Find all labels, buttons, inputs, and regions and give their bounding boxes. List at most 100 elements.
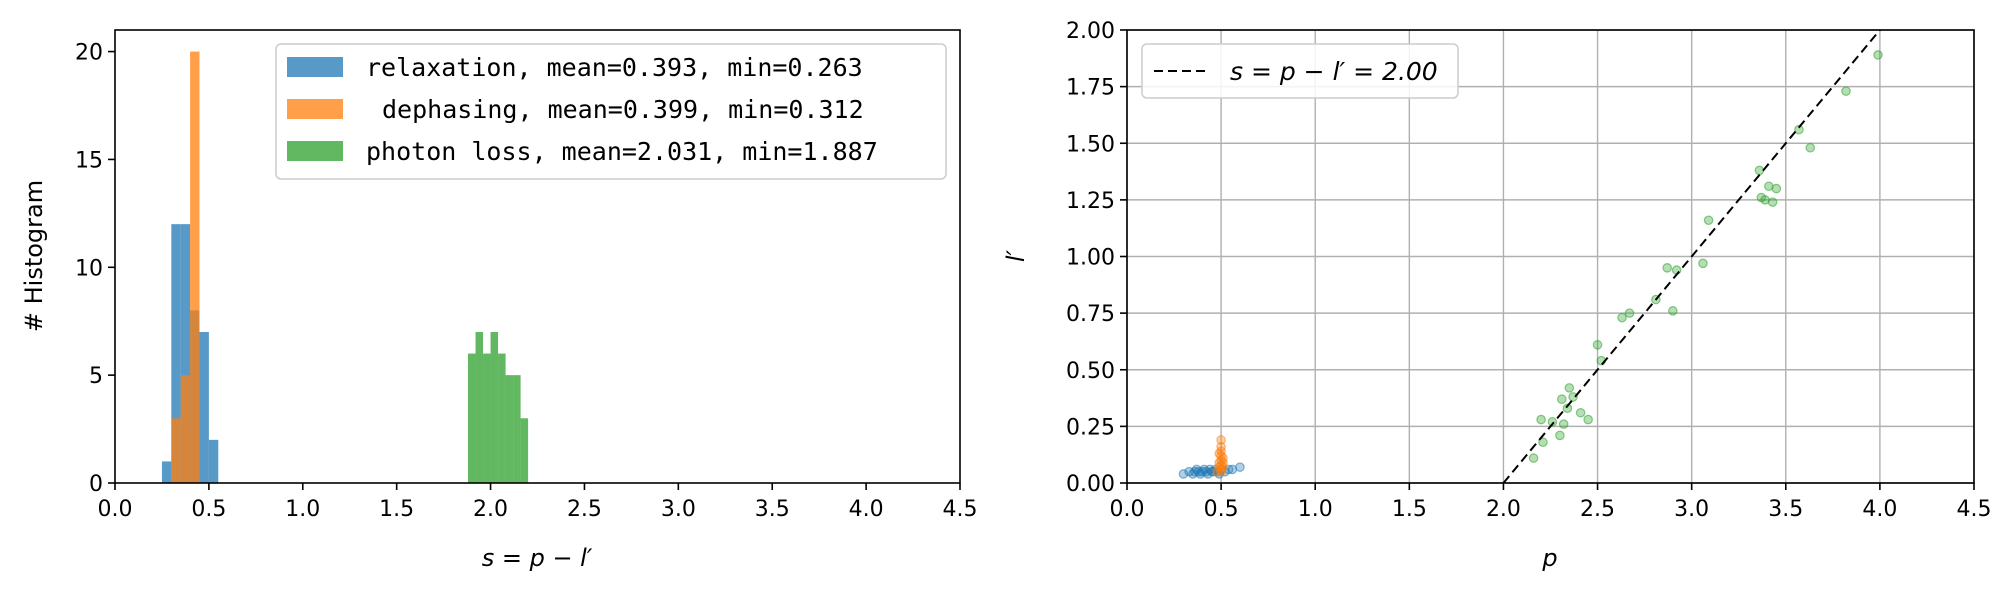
scatter-legend-box (1141, 43, 1459, 99)
histogram-legend-box (275, 43, 947, 180)
scatter-x-tick-label-3: 1.5 (1392, 497, 1427, 522)
scatter-point-photon-loss-31 (1873, 50, 1883, 60)
histogram-bar-relaxation-0 (161, 461, 172, 483)
histogram-plot-frame (114, 29, 961, 484)
scatter-chart: 0.0 0.5 1.0 1.5 2.0 2.5 3.0 3.5 4.0 4.5 0.000.250… (1002, 19, 1992, 572)
legend-swatch-dephasing (287, 99, 343, 119)
histogram-y-tick-label-3: 15 (75, 148, 103, 173)
legend-label-dephasing: dephasing, mean=0.399, min=0.312 (382, 95, 864, 124)
scatter-point-photon-loss-2 (1538, 437, 1548, 448)
scatter-point-photon-loss-19 (1671, 265, 1682, 275)
histogram-bar-photon-loss-3 (490, 332, 499, 483)
histogram-bar-photon-loss-7 (520, 418, 529, 483)
scatter-x-tick-label-6: 3.0 (1674, 497, 1709, 522)
scatter-x-tick-label-5: 2.5 (1580, 497, 1615, 522)
scatter-point-photon-loss-29 (1805, 142, 1816, 153)
scatter-x-tick-label-2: 1.0 (1298, 497, 1333, 522)
histogram-y-tick-label-2: 10 (75, 256, 103, 281)
histogram-x-tick-label-7: 3.5 (755, 497, 790, 522)
scatter-x-axis-label: p (1541, 544, 1557, 572)
scatter-point-photon-loss-21 (1703, 215, 1714, 226)
histogram-x-tick-label-6: 3.0 (661, 497, 696, 522)
scatter-x-tick-label-7: 3.5 (1768, 497, 1803, 522)
scatter-y-tick-label-4: 1.00 (1066, 246, 1115, 271)
scatter-point-photon-loss-0 (1528, 453, 1539, 463)
scatter-point-relaxation-0 (1178, 469, 1189, 479)
histogram-bar-photon-loss-0 (468, 353, 476, 483)
scatter-x-tick-label-0: 0.0 (1110, 497, 1145, 522)
histogram-bar-relaxation-5 (208, 439, 219, 483)
histogram-bar-photon-loss-2 (483, 353, 491, 483)
scatter-x-tick-label-8: 4.0 (1862, 497, 1897, 522)
histogram-y-axis-label: # Histogram (20, 180, 48, 332)
scatter-point-relaxation-21 (1235, 462, 1245, 472)
scatter-point-photon-loss-4 (1555, 430, 1565, 441)
histogram-y-tick-label-4: 20 (75, 41, 103, 66)
reference-line (1502, 29, 1881, 484)
legend-label-relaxation: relaxation, mean=0.393, min=0.263 (366, 53, 863, 82)
scatter-point-photon-loss-26 (1767, 197, 1778, 207)
scatter-y-axis-label: l′ (1002, 249, 1030, 262)
scatter-point-photon-loss-11 (1583, 414, 1593, 425)
scatter-y-tick-label-1: 0.25 (1066, 415, 1115, 440)
histogram-x-tick-label-4: 2.0 (473, 497, 508, 522)
scatter-point-photon-loss-17 (1662, 263, 1672, 273)
histogram-x-tick-label-1: 0.5 (191, 497, 226, 522)
histogram-x-tick-label-8: 4.0 (849, 497, 884, 522)
scatter-point-photon-loss-20 (1698, 258, 1708, 269)
scatter-y-tick-label-7: 1.75 (1066, 76, 1115, 101)
scatter-point-photon-loss-7 (1562, 403, 1573, 414)
histogram-bar-photon-loss-4 (498, 353, 506, 483)
scatter-point-photon-loss-22 (1754, 165, 1765, 176)
scatter-y-tick-label-6: 1.50 (1066, 132, 1115, 157)
scatter-point-photon-loss-6 (1558, 419, 1569, 429)
histogram-y-tick-label-0: 0 (89, 472, 103, 497)
histogram-y-ticks: 0 5 10 15 20 (75, 41, 115, 497)
scatter-point-dephasing-14 (1216, 466, 1226, 477)
scatter-point-photon-loss-27 (1771, 183, 1782, 194)
scatter-point-photon-loss-3 (1547, 417, 1558, 427)
histogram-bar-photon-loss-1 (475, 332, 484, 483)
scatter-legend: s = p − l′ = 2.00 (1141, 43, 1459, 99)
histogram-x-tick-label-0: 0.0 (98, 497, 133, 522)
scatter-point-dephasing-13 (1214, 448, 1225, 459)
histogram-x-tick-label-3: 1.5 (379, 497, 414, 522)
scatter-point-photon-loss-8 (1564, 383, 1575, 393)
histogram-x-tick-label-9: 4.5 (943, 497, 978, 522)
histogram-x-tick-label-2: 1.0 (285, 497, 320, 522)
scatter-y-tick-label-3: 0.75 (1066, 302, 1115, 327)
scatter-point-photon-loss-5 (1556, 394, 1567, 404)
histogram-bars (161, 51, 529, 483)
histogram-bar-relaxation-2 (180, 224, 191, 483)
histogram-bar-dephasing-2 (190, 51, 200, 483)
scatter-y-tick-label-5: 1.25 (1066, 189, 1115, 214)
scatter-y-tick-label-0: 0.00 (1066, 472, 1115, 497)
histogram-x-tick-label-5: 2.5 (567, 497, 602, 522)
legend-label-reference-line: s = p − l′ = 2.00 (1230, 57, 1438, 86)
histogram-x-ticks: 0.0 0.5 1.0 1.5 2.0 2.5 3.0 3.5 4.0 4.5 (98, 483, 978, 522)
legend-swatch-relaxation (287, 57, 343, 77)
scatter-point-photon-loss-18 (1668, 306, 1678, 316)
scatter-point-photon-loss-9 (1568, 392, 1578, 402)
scatter-point-photon-loss-10 (1575, 407, 1586, 418)
histogram-y-tick-label-1: 5 (89, 364, 103, 389)
scatter-x-tick-label-4: 2.0 (1486, 497, 1521, 522)
histogram-bar-dephasing-1 (180, 375, 191, 483)
histogram-x-axis-label: s = p − l′ (482, 544, 593, 572)
histogram-legend: relaxation, mean=0.393, min=0.263 dephas… (275, 43, 947, 180)
scatter-point-dephasing-11 (1216, 435, 1226, 445)
legend-swatch-photon-loss (287, 141, 343, 161)
histogram-bar-photon-loss-5 (505, 375, 514, 483)
histogram-bar-relaxation-4 (199, 332, 209, 483)
scatter-x-tick-label-1: 0.5 (1204, 497, 1239, 522)
scatter-point-photon-loss-28 (1794, 124, 1804, 135)
histogram-bar-photon-loss-6 (513, 375, 521, 483)
scatter-point-photon-loss-30 (1841, 86, 1851, 96)
histogram-chart: 0.0 0.5 1.0 1.5 2.0 2.5 3.0 3.5 4.0 4.5 05101520 … (20, 29, 978, 572)
scatter-points (1178, 50, 1883, 479)
scatter-point-photon-loss-14 (1617, 312, 1627, 323)
scatter-point-photon-loss-1 (1536, 414, 1546, 425)
legend-label-photon-loss: photon loss, mean=2.031, min=1.887 (366, 137, 878, 166)
scatter-point-photon-loss-12 (1592, 340, 1603, 350)
